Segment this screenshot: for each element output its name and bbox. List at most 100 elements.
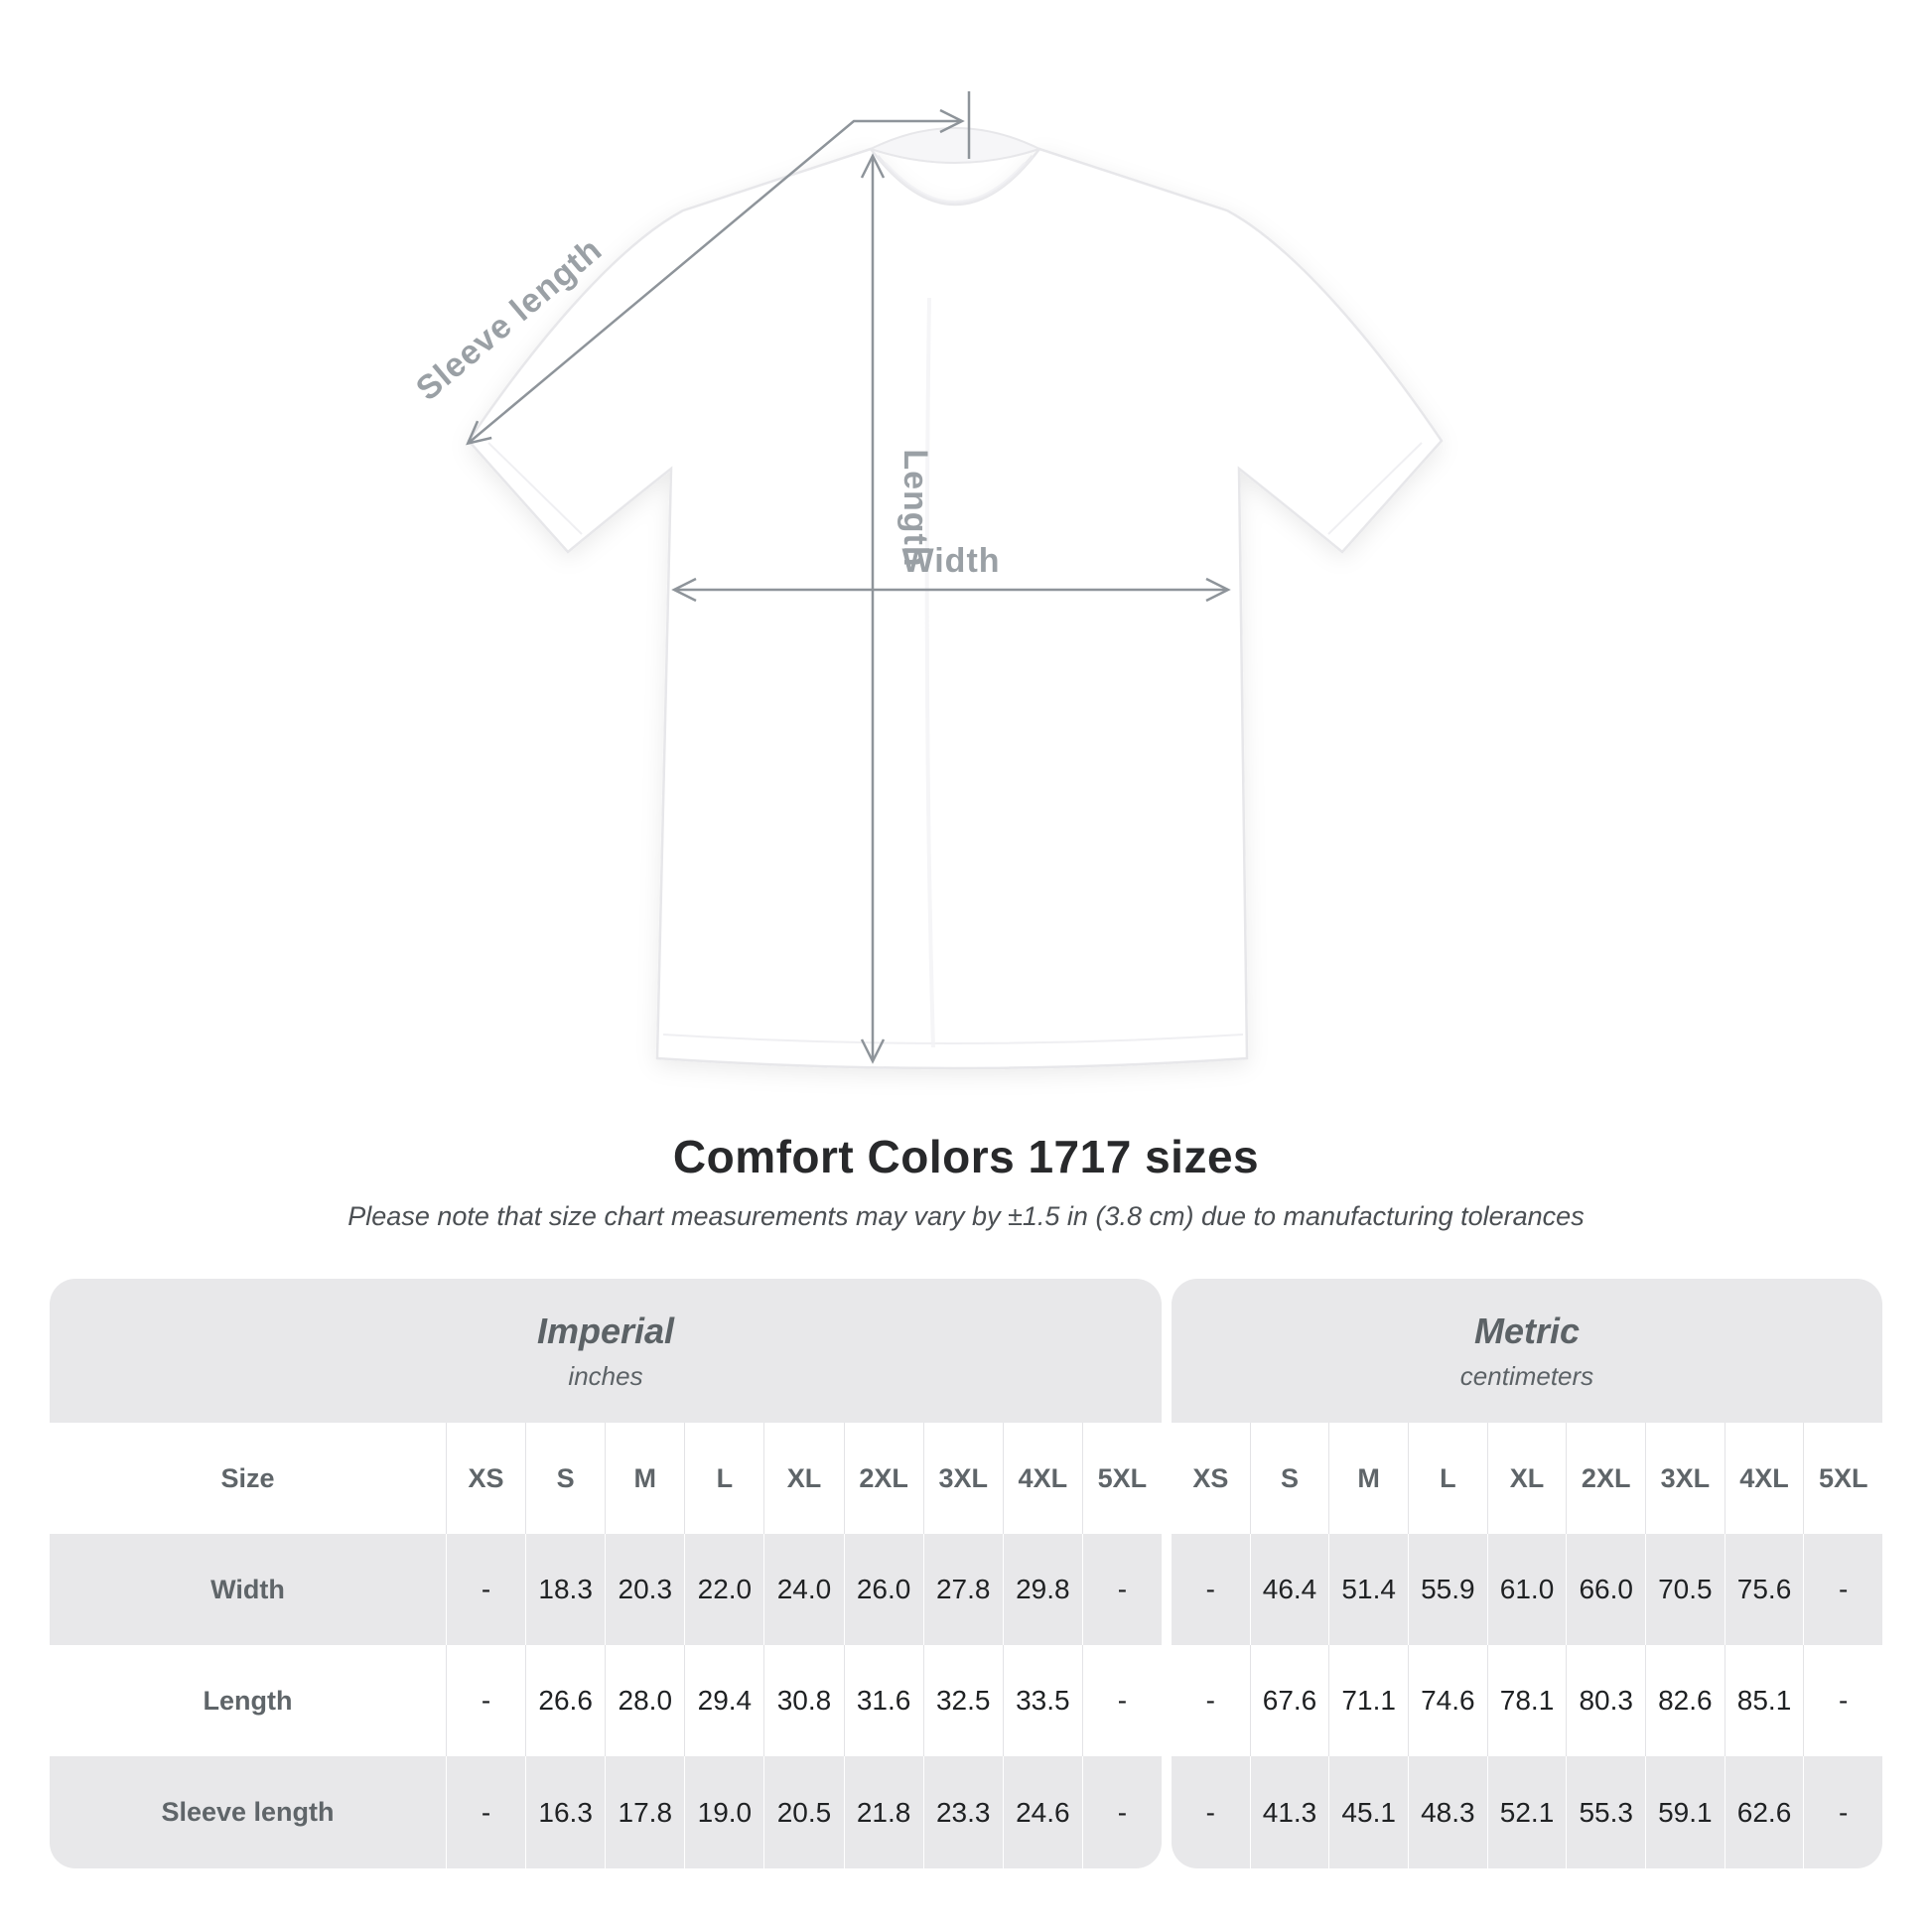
size-header: S	[525, 1423, 605, 1534]
width-label: Width	[901, 542, 1000, 580]
measurement-value-cell: -	[1081, 1756, 1162, 1868]
measurement-value-cell: -	[1803, 1645, 1882, 1756]
size-header: L	[684, 1423, 763, 1534]
measurement-row: Length -26.6 28.0 29.4 30.8 31.6 32.5 33.5-	[50, 1645, 1162, 1756]
measurement-value-cell: 41.3	[1249, 1756, 1329, 1868]
size-header: M	[1328, 1423, 1408, 1534]
size-header: 2XL	[1566, 1423, 1645, 1534]
measurement-value-cell: 48.3	[1408, 1756, 1487, 1868]
unit-group-name: Metric	[1473, 1310, 1581, 1351]
measurement-value-cell: 23.3	[922, 1756, 1003, 1868]
size-table: Imperial inches Size XS S M L XL 2XL 3XL 4XL 5XL W…	[50, 1279, 1882, 1868]
row-label: Length	[203, 1685, 293, 1716]
measurement-value-cell: 82.6	[1645, 1645, 1725, 1756]
unit-group-name: Imperial	[536, 1310, 675, 1351]
measurement-value-cell: 24.0	[763, 1534, 843, 1645]
size-header: XL	[763, 1423, 843, 1534]
measurement-value-cell: 52.1	[1486, 1756, 1567, 1868]
measurement-value-cell: 28.0	[605, 1645, 684, 1756]
measurement-value-cell: 26.0	[843, 1534, 923, 1645]
measurement-value-cell: 17.8	[605, 1756, 684, 1868]
length-label: Length	[897, 449, 934, 567]
measurement-value-cell: 66.0	[1566, 1534, 1645, 1645]
size-header: L	[1408, 1423, 1487, 1534]
size-header: 5XL	[1803, 1423, 1882, 1534]
measurement-value-cell: -	[1205, 1796, 1215, 1828]
measurement-value-cell: -	[1803, 1534, 1882, 1645]
tshirt-measurement-diagram: Sleeve length Length Width	[409, 91, 1444, 1070]
imperial-section: Imperial inches Size XS S M L XL 2XL 3XL 4XL 5XL W…	[50, 1279, 1162, 1868]
size-header: M	[605, 1423, 684, 1534]
size-header: 2XL	[843, 1423, 923, 1534]
measurement-value-cell: 26.6	[525, 1645, 605, 1756]
measurement-value-cell: 29.8	[1002, 1534, 1082, 1645]
measurement-row: -41.3 45.1 48.3 52.1 55.3 59.1 62.6-	[1172, 1756, 1882, 1868]
measurement-value-cell: 61.0	[1486, 1534, 1567, 1645]
size-header-row: Size XS S M L XL 2XL 3XL 4XL 5XL	[50, 1423, 1162, 1534]
unit-group-unit: centimeters	[1459, 1360, 1594, 1391]
measurement-value-cell: 80.3	[1566, 1645, 1645, 1756]
measurement-value-cell: 51.4	[1328, 1534, 1408, 1645]
measurement-value-cell: 59.1	[1645, 1756, 1725, 1868]
measurement-row: Width -18.3 20.3 22.0 24.0 26.0 27.8 29.8-	[50, 1534, 1162, 1645]
size-header-row: XS S M L XL 2XL 3XL 4XL 5XL	[1172, 1423, 1882, 1534]
imperial-header: Imperial inches	[50, 1279, 1162, 1423]
measurement-value-cell: 55.9	[1408, 1534, 1487, 1645]
measurement-value-cell: 19.0	[684, 1756, 763, 1868]
size-header: 3XL	[1645, 1423, 1725, 1534]
row-label: Sleeve length	[161, 1797, 335, 1827]
size-header: XS	[1192, 1462, 1229, 1493]
tolerance-note: Please note that size chart measurements…	[347, 1201, 1585, 1231]
measurement-row: Sleeve length -16.3 17.8 19.0 20.5 21.8 23.3 24…	[50, 1756, 1162, 1868]
measurement-value-cell: 70.5	[1645, 1534, 1725, 1645]
measurement-value-cell: -	[446, 1534, 525, 1645]
size-header: 4XL	[1002, 1423, 1082, 1534]
back-collar	[868, 127, 1042, 164]
measurement-value-cell: 46.4	[1249, 1534, 1329, 1645]
measurement-value-cell: 29.4	[684, 1645, 763, 1756]
unit-group-unit: inches	[568, 1360, 643, 1391]
measurement-value-cell: 31.6	[843, 1645, 923, 1756]
measurement-value-cell: 62.6	[1724, 1756, 1804, 1868]
measurement-value-cell: 27.8	[922, 1534, 1003, 1645]
measurement-value-cell: -	[1081, 1645, 1162, 1756]
measurement-value-cell: -	[1205, 1685, 1215, 1716]
measurement-value-cell: 78.1	[1486, 1645, 1567, 1756]
sleeve-length-arrow	[466, 91, 971, 446]
measurement-value-cell: 21.8	[843, 1756, 923, 1868]
measurement-value-cell: 20.5	[763, 1756, 843, 1868]
measurement-value-cell: 45.1	[1328, 1756, 1408, 1868]
measurement-value-cell: 67.6	[1249, 1645, 1329, 1756]
measurement-value-cell: 55.3	[1566, 1756, 1645, 1868]
measurement-row: -46.4 51.4 55.9 61.0 66.0 70.5 75.6-	[1172, 1534, 1882, 1645]
page-title: Comfort Colors 1717 sizes	[672, 1131, 1260, 1182]
measurement-value-cell: 22.0	[684, 1534, 763, 1645]
measurement-value-cell: -	[446, 1756, 525, 1868]
measurement-value-cell: 33.5	[1002, 1645, 1082, 1756]
metric-header: Metric centimeters	[1172, 1279, 1882, 1423]
size-header: 4XL	[1724, 1423, 1804, 1534]
tshirt-image	[467, 127, 1444, 1070]
size-header: 5XL	[1081, 1423, 1162, 1534]
measurement-value-cell: 75.6	[1724, 1534, 1804, 1645]
measurement-value-cell: 30.8	[763, 1645, 843, 1756]
size-header: XS	[446, 1423, 525, 1534]
size-header: S	[1249, 1423, 1329, 1534]
measurement-value-cell: 74.6	[1408, 1645, 1487, 1756]
measurement-value-cell: 18.3	[525, 1534, 605, 1645]
measurement-row: -67.6 71.1 74.6 78.1 80.3 82.6 85.1-	[1172, 1645, 1882, 1756]
measurement-value-cell: 32.5	[922, 1645, 1003, 1756]
measurement-value-cell: -	[1803, 1756, 1882, 1868]
measurement-value-cell: 16.3	[525, 1756, 605, 1868]
size-header: 3XL	[922, 1423, 1003, 1534]
measurement-value-cell: -	[446, 1645, 525, 1756]
row-label: Width	[210, 1574, 285, 1604]
measurement-value-cell: 24.6	[1002, 1756, 1082, 1868]
measurement-value-cell: 85.1	[1724, 1645, 1804, 1756]
measurement-value-cell: 71.1	[1328, 1645, 1408, 1756]
size-header: XL	[1486, 1423, 1567, 1534]
size-column-header: Size	[220, 1462, 275, 1493]
measurement-value-cell: -	[1081, 1534, 1162, 1645]
measurement-value-cell: -	[1205, 1574, 1215, 1604]
metric-section: Metric centimeters XS S M L XL 2XL 3XL 4XL 5XL -4…	[1172, 1279, 1882, 1868]
